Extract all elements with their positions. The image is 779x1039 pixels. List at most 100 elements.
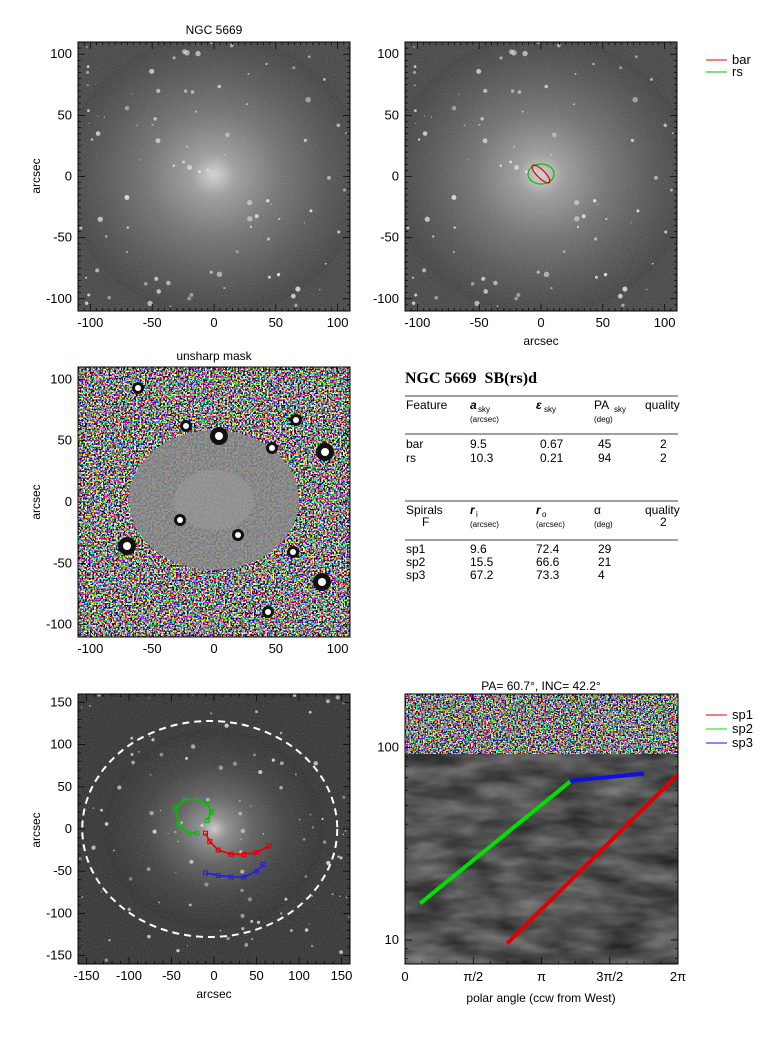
x-tick-label: 0 [401, 969, 408, 984]
star [451, 105, 457, 111]
mask-blob-core [123, 542, 131, 550]
y-tick-label: 0 [65, 169, 72, 184]
star [271, 758, 275, 762]
x-tick-label: 100 [327, 641, 349, 656]
star [453, 226, 456, 229]
star [304, 875, 308, 878]
star [517, 90, 522, 94]
spiral-cell-ro: 73.3 [536, 568, 560, 582]
star [229, 43, 234, 48]
star [209, 270, 213, 274]
star [197, 170, 202, 174]
star [672, 132, 674, 135]
star [634, 55, 638, 59]
star [290, 293, 296, 299]
series-sp1 [505, 773, 678, 945]
star [113, 849, 115, 852]
star [232, 761, 238, 766]
arm-point [254, 868, 259, 874]
star [88, 122, 90, 125]
legend-sp2: sp2 [732, 721, 753, 736]
star [87, 293, 91, 297]
feature-cell-a: 9.5 [470, 437, 487, 451]
mask-blob-core [177, 517, 183, 523]
hdr-a: a [470, 398, 477, 412]
star [238, 811, 243, 816]
feature-cell-a: 10.3 [470, 451, 494, 465]
star [294, 303, 298, 308]
star [651, 262, 654, 265]
x-tick-label: 50 [269, 641, 283, 656]
y-tick-label: 0 [65, 821, 72, 836]
star [422, 268, 427, 273]
feature-cell-quality: 2 [660, 451, 667, 465]
star [481, 276, 486, 281]
y-tick-label: 150 [50, 694, 72, 709]
star [78, 857, 82, 861]
star [516, 293, 521, 297]
star [103, 116, 106, 118]
star [172, 164, 175, 167]
star [167, 832, 169, 835]
star [342, 795, 346, 799]
x-tick-label: -100 [404, 315, 430, 330]
x-tick-label: 50 [596, 315, 610, 330]
star [552, 132, 557, 138]
mask-blob-core [290, 549, 296, 555]
star [137, 750, 140, 753]
y-tick-label: 100 [377, 46, 399, 61]
spiral-cell-ro: 72.4 [536, 542, 560, 556]
star [181, 49, 187, 55]
hdr-ro-sub: o [542, 510, 547, 519]
star [130, 752, 134, 756]
star [574, 199, 580, 206]
star [322, 840, 327, 844]
y-tick-label: -150 [46, 948, 72, 963]
y-tick-label: 100 [50, 737, 72, 752]
star [104, 235, 108, 238]
star [605, 217, 608, 221]
hdr-pa: PA [594, 398, 609, 412]
star [576, 225, 580, 228]
spiral-cell-alpha: 29 [598, 542, 612, 556]
star [496, 305, 499, 307]
hdr-pa-unit: (deg) [594, 415, 613, 424]
y-tick-label: 50 [385, 107, 399, 122]
star [249, 225, 253, 228]
star [235, 250, 239, 254]
outer-ellipse [81, 720, 339, 938]
star [240, 869, 245, 874]
hdr-a-sub: sky [478, 405, 490, 414]
y-tick-label: -100 [46, 291, 72, 306]
star [185, 756, 189, 760]
feature-cell-eps: 0.67 [540, 437, 564, 451]
star [91, 845, 96, 850]
arm-point [194, 830, 200, 836]
hdr-quality-val: 2 [660, 515, 667, 529]
legend-sp1: sp1 [732, 707, 753, 722]
feature-cell-name: bar [406, 437, 423, 451]
star [594, 275, 598, 279]
x-tick-label: -150 [73, 968, 99, 983]
star [175, 872, 177, 874]
star [265, 199, 270, 203]
star [90, 138, 94, 141]
star [654, 175, 658, 180]
star [309, 209, 313, 213]
star [143, 281, 148, 286]
star [324, 262, 327, 265]
star [150, 774, 152, 776]
spiral-cell-ri: 9.6 [470, 542, 487, 556]
star [216, 271, 223, 278]
hdr-eps: ε [536, 398, 542, 412]
star [195, 50, 201, 57]
series-sp3 [569, 771, 645, 783]
star [453, 251, 455, 253]
star [434, 295, 439, 300]
mask-blob-core [269, 445, 275, 451]
x-tick-label: 50 [269, 315, 283, 330]
star [622, 286, 628, 292]
star [79, 226, 83, 230]
star [84, 301, 89, 305]
